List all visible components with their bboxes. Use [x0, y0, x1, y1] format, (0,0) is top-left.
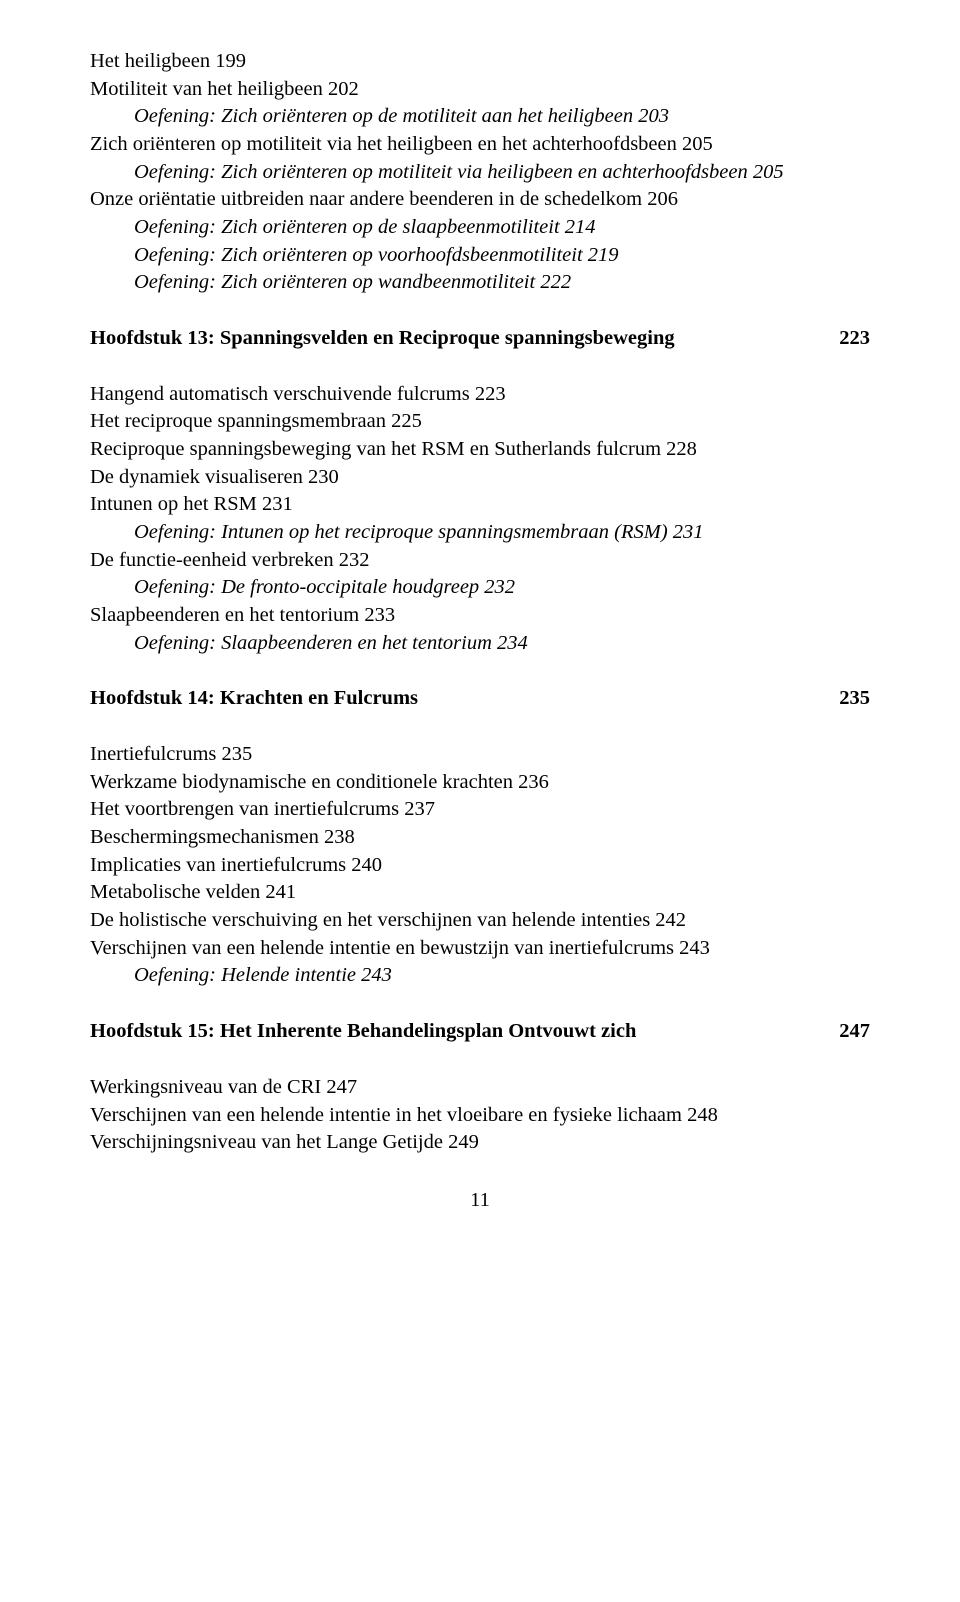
toc-line-exercise: Oefening: Zich oriënteren op motiliteit …: [90, 159, 870, 187]
section-ch14-body: Inertiefulcrums 235 Werkzame biodynamisc…: [90, 741, 870, 990]
toc-line: Werkzame biodynamische en conditionele k…: [90, 769, 870, 797]
chapter-title: Hoofdstuk 13: Spanningsvelden en Recipro…: [90, 325, 839, 353]
toc-line: Het heiligbeen 199: [90, 48, 870, 76]
toc-line-exercise: Oefening: Intunen op het reciproque span…: [90, 519, 870, 547]
toc-line: Werkingsniveau van de CRI 247: [90, 1074, 870, 1102]
chapter-heading-15: Hoofdstuk 15: Het Inherente Behandelings…: [90, 1018, 870, 1046]
toc-line: Zich oriënteren op motiliteit via het he…: [90, 131, 870, 159]
chapter-page: 235: [839, 685, 870, 713]
toc-line: Intunen op het RSM 231: [90, 491, 870, 519]
toc-line: Metabolische velden 241: [90, 879, 870, 907]
chapter-heading-13: Hoofdstuk 13: Spanningsvelden en Recipro…: [90, 325, 870, 353]
toc-line: Implicaties van inertiefulcrums 240: [90, 852, 870, 880]
toc-line: Het voortbrengen van inertiefulcrums 237: [90, 796, 870, 824]
toc-line: Het reciproque spanningsmembraan 225: [90, 408, 870, 436]
toc-line-exercise: Oefening: Slaapbeenderen en het tentoriu…: [90, 630, 870, 658]
toc-line: Hangend automatisch verschuivende fulcru…: [90, 381, 870, 409]
toc-line-exercise: Oefening: Zich oriënteren op voorhoofdsb…: [90, 242, 870, 270]
toc-line: Verschijnen van een helende intentie en …: [90, 935, 870, 963]
chapter-title: Hoofdstuk 14: Krachten en Fulcrums: [90, 685, 839, 713]
toc-line: De holistische verschuiving en het versc…: [90, 907, 870, 935]
toc-line: Slaapbeenderen en het tentorium 233: [90, 602, 870, 630]
toc-line-exercise: Oefening: Helende intentie 243: [90, 962, 870, 990]
toc-line-exercise: Oefening: De fronto-occipitale houdgreep…: [90, 574, 870, 602]
toc-line: De dynamiek visualiseren 230: [90, 464, 870, 492]
toc-line: Beschermingsmechanismen 238: [90, 824, 870, 852]
toc-line: Inertiefulcrums 235: [90, 741, 870, 769]
chapter-title: Hoofdstuk 15: Het Inherente Behandelings…: [90, 1018, 839, 1046]
toc-line-exercise: Oefening: Zich oriënteren op de slaapbee…: [90, 214, 870, 242]
section-ch12-continued: Het heiligbeen 199 Motiliteit van het he…: [90, 48, 870, 297]
section-ch13-body: Hangend automatisch verschuivende fulcru…: [90, 381, 870, 658]
toc-line: Reciproque spanningsbeweging van het RSM…: [90, 436, 870, 464]
page-number: 11: [90, 1187, 870, 1215]
section-ch15-body: Werkingsniveau van de CRI 247 Verschijne…: [90, 1074, 870, 1157]
toc-line: De functie-eenheid verbreken 232: [90, 547, 870, 575]
toc-line: Verschijningsniveau van het Lange Getijd…: [90, 1129, 870, 1157]
chapter-heading-14: Hoofdstuk 14: Krachten en Fulcrums 235: [90, 685, 870, 713]
toc-line-exercise: Oefening: Zich oriënteren op wandbeenmot…: [90, 269, 870, 297]
toc-line: Onze oriëntatie uitbreiden naar andere b…: [90, 186, 870, 214]
chapter-page: 247: [839, 1018, 870, 1046]
toc-line: Motiliteit van het heiligbeen 202: [90, 76, 870, 104]
toc-line: Verschijnen van een helende intentie in …: [90, 1102, 870, 1130]
toc-line-exercise: Oefening: Zich oriënteren op de motilite…: [90, 103, 870, 131]
chapter-page: 223: [839, 325, 870, 353]
